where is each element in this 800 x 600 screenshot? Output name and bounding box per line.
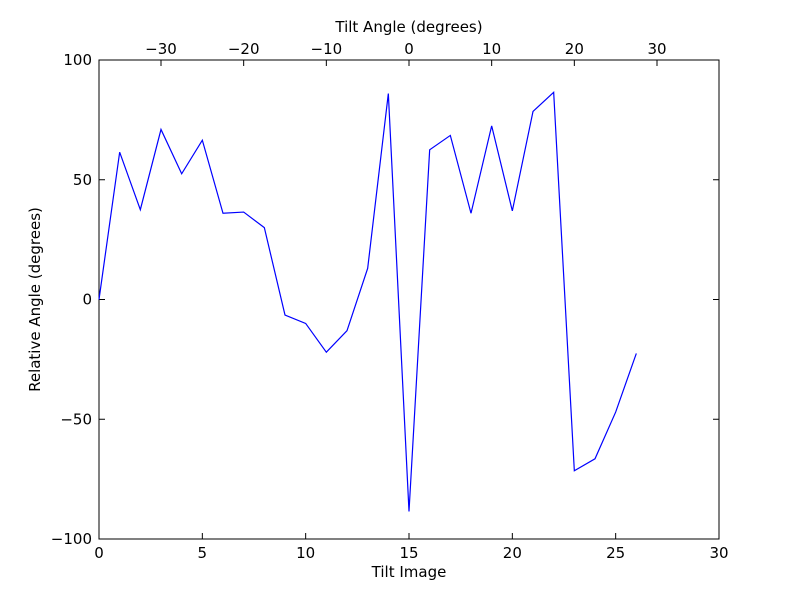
top-axis-label: Tilt Angle (degrees) [334,18,482,36]
x-tick-label: 10 [296,544,315,562]
y-tick-label: −50 [60,410,92,428]
x-tick-label: 15 [399,544,418,562]
top-tick-label: 0 [404,40,414,58]
top-tick-label: −20 [228,40,260,58]
ticks [98,59,720,540]
y-tick-label: 50 [73,171,92,189]
top-tick-label: 10 [482,40,501,58]
x-tick-label: 5 [198,544,208,562]
x-axis-label: Tilt Image [371,563,447,581]
y-tick-label: −100 [51,530,92,548]
top-tick-label: 30 [647,40,666,58]
top-tick-label: −30 [145,40,177,58]
y-tick-label: 0 [82,291,92,309]
x-tick-label: 25 [606,544,625,562]
y-tick-label: 100 [63,51,92,69]
top-tick-label: 20 [565,40,584,58]
top-tick-label: −10 [311,40,343,58]
x-tick-label: 20 [503,544,522,562]
x-tick-label: 30 [709,544,728,562]
series-line [98,91,637,512]
y-axis-label: Relative Angle (degrees) [26,207,44,392]
plot-area [98,59,720,540]
x-tick-label: 0 [94,544,104,562]
